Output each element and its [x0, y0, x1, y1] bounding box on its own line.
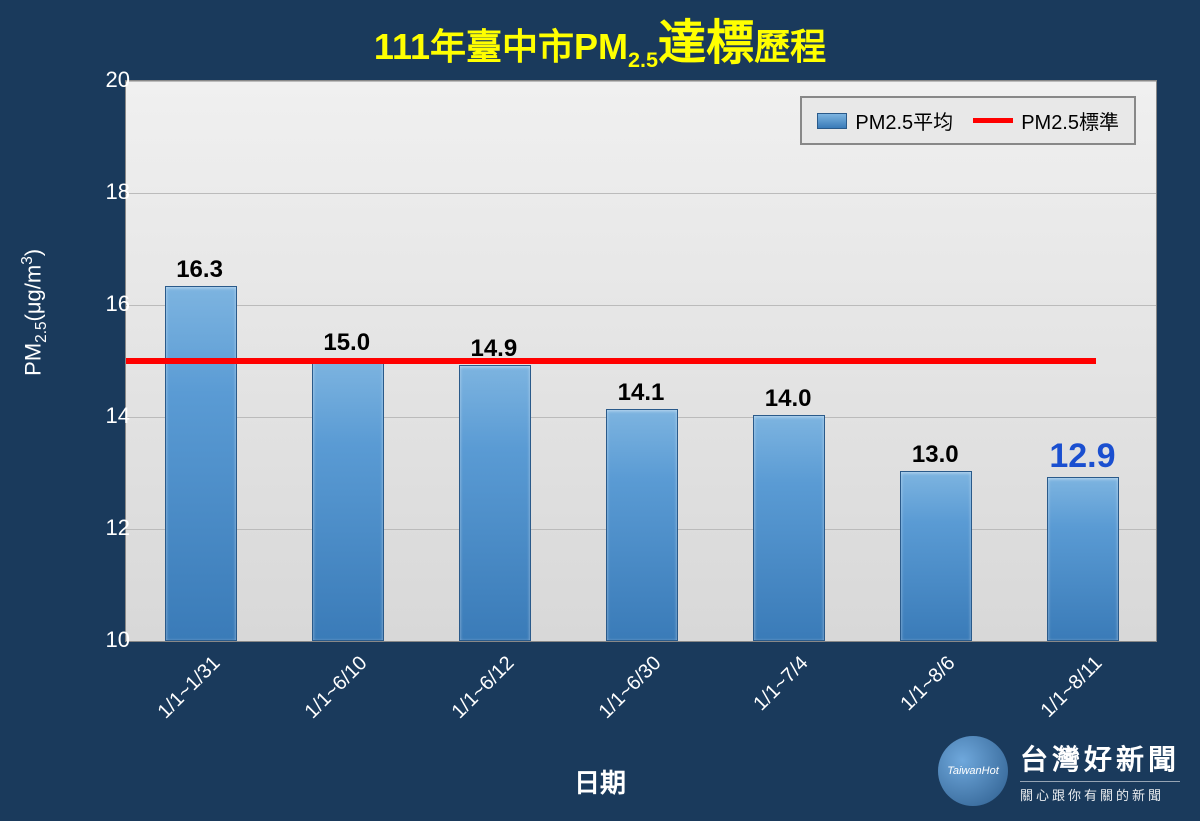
- plot-area: PM2.5平均 PM2.5標準 16.315.014.914.114.013.0…: [125, 80, 1157, 642]
- bar: [1047, 477, 1119, 641]
- title-suffix: 歷程: [754, 26, 826, 67]
- x-tick-label: 1/1~6/10: [271, 652, 372, 753]
- x-tick-label: 1/1~6/12: [418, 652, 519, 753]
- bar-value-label: 14.1: [591, 379, 691, 407]
- bar: [753, 415, 825, 641]
- gridline: [126, 305, 1156, 306]
- legend: PM2.5平均 PM2.5標準: [800, 96, 1136, 145]
- bar-value-label: 14.0: [738, 385, 838, 413]
- y-axis-label: PM2.5(μg/m3): [19, 249, 51, 376]
- y-tick-label: 16: [80, 291, 130, 317]
- bar-value-label: 13.0: [885, 441, 985, 469]
- title-prefix: 111年臺中市PM: [374, 26, 628, 67]
- watermark-logo-icon: TaiwanHot: [938, 736, 1008, 806]
- title-big: 達標: [658, 17, 754, 70]
- y-tick-label: 18: [80, 179, 130, 205]
- reference-line: [126, 358, 1096, 364]
- x-tick-label: 1/1~1/31: [124, 652, 225, 753]
- legend-label-bar: PM2.5平均: [855, 106, 953, 135]
- watermark-sub: 關心跟你有關的新聞: [1020, 781, 1180, 804]
- y-tick-label: 14: [80, 403, 130, 429]
- chart-title: 111年臺中市PM2.5達標歷程: [30, 15, 1170, 73]
- legend-swatch-line: [973, 118, 1013, 123]
- chart-container: 111年臺中市PM2.5達標歷程 PM2.5(μg/m3) PM2.5平均 PM…: [30, 10, 1170, 810]
- bar: [312, 359, 384, 641]
- legend-label-line: PM2.5標準: [1021, 106, 1119, 135]
- bar: [900, 471, 972, 641]
- y-tick-label: 10: [80, 627, 130, 653]
- bar-value-label: 12.9: [1032, 437, 1132, 476]
- gridline: [126, 81, 1156, 82]
- title-sub: 2.5: [628, 47, 658, 72]
- bar: [459, 365, 531, 641]
- watermark: TaiwanHot 台灣好新聞 關心跟你有關的新聞: [938, 736, 1180, 806]
- watermark-text: 台灣好新聞 關心跟你有關的新聞: [1020, 738, 1180, 804]
- x-tick-label: 1/1~6/30: [565, 652, 666, 753]
- watermark-main: 台灣好新聞: [1020, 738, 1180, 778]
- bar: [165, 286, 237, 641]
- legend-item-line: PM2.5標準: [973, 106, 1119, 135]
- bar-value-label: 16.3: [150, 256, 250, 284]
- gridline: [126, 193, 1156, 194]
- bar: [606, 409, 678, 641]
- y-tick-label: 12: [80, 515, 130, 541]
- bar-value-label: 15.0: [297, 329, 397, 357]
- x-tick-label: 1/1~7/4: [712, 652, 813, 753]
- legend-item-bar: PM2.5平均: [817, 106, 953, 135]
- x-axis-label: 日期: [574, 763, 626, 800]
- legend-swatch-bar: [817, 113, 847, 129]
- y-tick-label: 20: [80, 67, 130, 93]
